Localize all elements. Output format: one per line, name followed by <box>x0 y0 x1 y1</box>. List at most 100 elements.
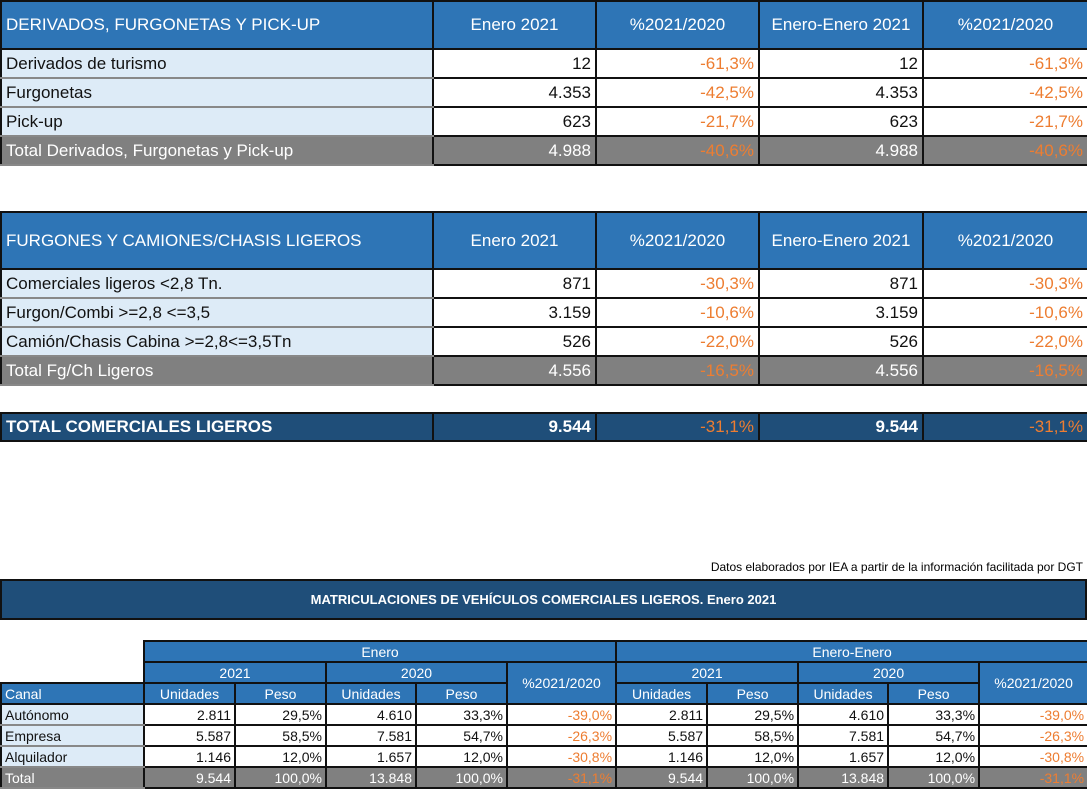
total-cell: -40,6% <box>922 135 1087 166</box>
table-row: Derivados de turismo 12 -61,3% 12 -61,3% <box>0 48 1087 79</box>
cell: 29,5% <box>234 703 327 726</box>
cell: 623 <box>432 106 597 137</box>
cell: 4.610 <box>325 703 417 726</box>
row-label: Furgon/Combi >=2,8 <=3,5 <box>0 297 434 328</box>
cell: 3.159 <box>758 297 924 328</box>
header-row: Enero Enero-Enero <box>1 640 1087 683</box>
cell: -30,8% <box>505 745 618 768</box>
cell: 526 <box>432 326 597 357</box>
table-row: Pick-up 623 -21,7% 623 -21,7% <box>0 106 1087 137</box>
cell: -22,0% <box>922 326 1087 357</box>
cell: 100,0% <box>415 766 508 789</box>
table-row: Alquilador 1.146 12,0% 1.657 12,0% -30,8% 1.14… <box>0 745 1087 768</box>
source-note: Datos elaborados por IEA a partir de la … <box>710 560 1083 574</box>
peso-header: Peso <box>234 682 327 705</box>
cell: -26,3% <box>505 724 618 747</box>
cell: 526 <box>758 326 924 357</box>
blank-cell <box>1 641 144 683</box>
column-header: %2021/2020 <box>595 211 760 270</box>
year-header: 2021 <box>143 661 327 684</box>
column-header: %2021/2020 <box>595 0 760 50</box>
cell: 2.811 <box>615 703 709 726</box>
grand-total-cell: 9.544 <box>758 412 924 442</box>
cell: -42,5% <box>595 77 760 108</box>
group-header: Enero <box>142 640 618 663</box>
cell: 33,3% <box>415 703 508 726</box>
header-row: 2021 2020 %2021/2020 2021 2020 %2021/2020 <box>1 661 1087 705</box>
column-header: Enero 2021 <box>432 0 597 50</box>
cell: -42,5% <box>922 77 1087 108</box>
column-header: Enero-Enero 2021 <box>758 0 924 50</box>
grand-total-label: TOTAL COMERCIALES LIGEROS <box>0 412 434 442</box>
canal-header: Canal <box>0 682 145 705</box>
cell: 12,0% <box>415 745 508 768</box>
cell: 4.353 <box>432 77 597 108</box>
header-row: FURGONES Y CAMIONES/CHASIS LIGEROS Enero … <box>0 211 1087 270</box>
grand-total-cell: -31,1% <box>922 412 1087 442</box>
total-row: Total Derivados, Furgonetas y Pick-up 4.9… <box>0 135 1087 166</box>
column-header: %2021/2020 <box>922 0 1087 50</box>
header-row: DERIVADOS, FURGONETAS Y PICK-UP Enero 202… <box>0 0 1087 50</box>
table-row: Autónomo 2.811 29,5% 4.610 33,3% -39,0% 2.811 2… <box>0 703 1087 726</box>
cell: 100,0% <box>706 766 800 789</box>
table-row: Camión/Chasis Cabina >=2,8<=3,5Tn 526 -22,… <box>0 326 1087 357</box>
cell: -31,1% <box>505 766 618 789</box>
row-label: Empresa <box>0 724 145 747</box>
cell: 4.353 <box>758 77 924 108</box>
canal-table: Enero Enero-Enero 2021 2020 %2021/2020 2021 20… <box>0 640 1087 789</box>
units-header: Unidades <box>325 682 417 705</box>
year-header: 2021 <box>615 661 800 684</box>
column-header: Enero 2021 <box>432 211 597 270</box>
cell: -26,3% <box>978 724 1087 747</box>
cell: 1.657 <box>797 745 890 768</box>
total-cell: 4.556 <box>758 355 924 386</box>
total-label: Total Fg/Ch Ligeros <box>0 355 434 386</box>
furgones-table: FURGONES Y CAMIONES/CHASIS LIGEROS Enero … <box>0 211 1087 386</box>
cell: -30,8% <box>978 745 1087 768</box>
table-row: Comerciales ligeros <2,8 Tn. 871 -30,3% 871… <box>0 268 1087 299</box>
cell: 2.811 <box>143 703 236 726</box>
grand-total-cell: -31,1% <box>595 412 760 442</box>
units-header: Unidades <box>143 682 236 705</box>
grand-total-row: TOTAL COMERCIALES LIGEROS 9.544 -31,1% 9.54… <box>0 412 1087 442</box>
cell: 9.544 <box>143 766 236 789</box>
cell: -61,3% <box>595 48 760 79</box>
cell: -61,3% <box>922 48 1087 79</box>
cell: 100,0% <box>887 766 981 789</box>
cell: -21,7% <box>922 106 1087 137</box>
row-label: Camión/Chasis Cabina >=2,8<=3,5Tn <box>0 326 434 357</box>
row-label: Autónomo <box>0 703 145 726</box>
total-cell: -16,5% <box>595 355 760 386</box>
total-label: Total Derivados, Furgonetas y Pick-up <box>0 135 434 166</box>
cell: 12 <box>432 48 597 79</box>
cell: 54,7% <box>887 724 981 747</box>
column-header: DERIVADOS, FURGONETAS Y PICK-UP <box>0 0 434 50</box>
cell: 12,0% <box>234 745 327 768</box>
section-title: MATRICULACIONES DE VEHÍCULOS COMERCIALES… <box>0 579 1087 620</box>
cell: -39,0% <box>978 703 1087 726</box>
cell: 12 <box>758 48 924 79</box>
cell: 13.848 <box>797 766 890 789</box>
cell: 13.848 <box>325 766 417 789</box>
cell: 58,5% <box>706 724 800 747</box>
cell: 871 <box>758 268 924 299</box>
cell: 54,7% <box>415 724 508 747</box>
total-cell: 4.988 <box>432 135 597 166</box>
cell: 12,0% <box>706 745 800 768</box>
group-header: Enero-Enero <box>615 640 1087 663</box>
cell: 1.657 <box>325 745 417 768</box>
table-row: Empresa 5.587 58,5% 7.581 54,7% -26,3% 5.587 58… <box>0 724 1087 747</box>
cell: -31,1% <box>978 766 1087 789</box>
cell: 5.587 <box>143 724 236 747</box>
cell: 5.587 <box>615 724 709 747</box>
row-label: Furgonetas <box>0 77 434 108</box>
row-label: Comerciales ligeros <2,8 Tn. <box>0 268 434 299</box>
peso-header: Peso <box>887 682 981 705</box>
total-cell: -16,5% <box>922 355 1087 386</box>
cell: 7.581 <box>325 724 417 747</box>
cell: 12,0% <box>887 745 981 768</box>
row-label: Alquilador <box>0 745 145 768</box>
units-header: Unidades <box>797 682 890 705</box>
pct-header: %2021/2020 <box>978 661 1087 705</box>
cell: -21,7% <box>595 106 760 137</box>
